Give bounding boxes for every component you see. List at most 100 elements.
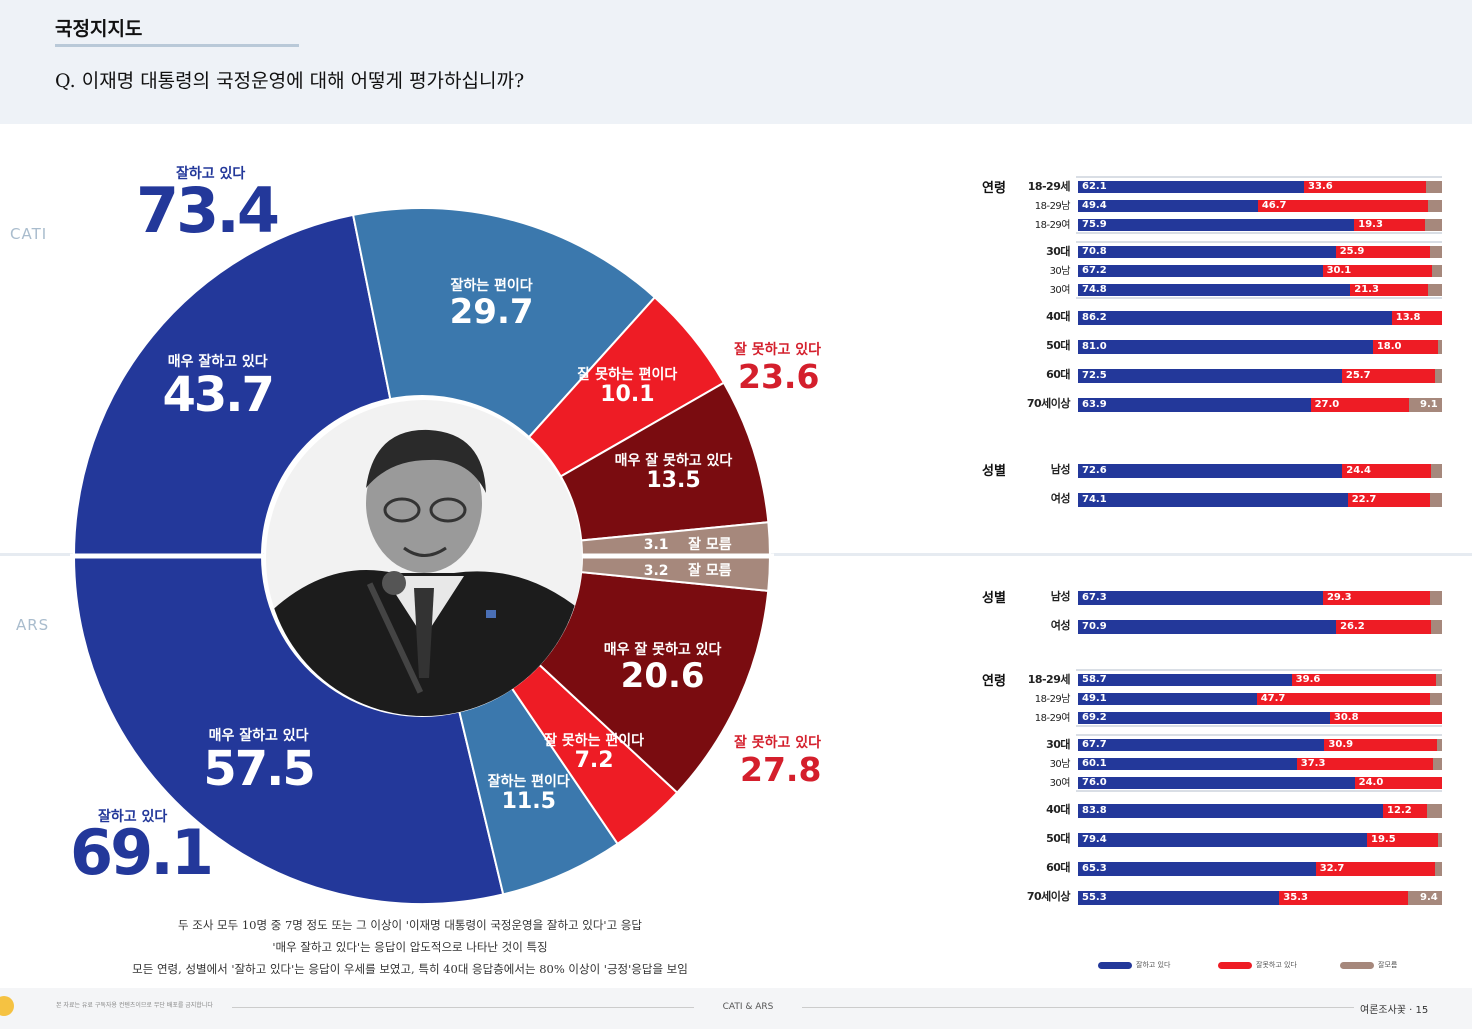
ars-slice-label-very-good: 매우 잘하고 있다 57.5 [179,725,339,793]
cati-cluster-bracket [1076,241,1442,243]
bar-segment-negative [1322,265,1433,277]
ars-group-title: 성별 [982,591,1006,606]
bar-value-negative: 19.5 [1371,834,1396,845]
bar-row-label: 30남 [1049,759,1071,770]
bar-segment-positive [1078,493,1348,507]
bar-segment-dont-know [1434,862,1442,876]
bar-segment-dont-know [1432,758,1442,770]
bar-value-negative: 22.7 [1351,494,1377,505]
bar-value-negative: 39.6 [1295,674,1321,685]
bar-row-label: 30남 [1049,266,1071,277]
slice-value: 43.7 [162,366,274,423]
bar-segment-positive [1078,693,1257,705]
bar-value-positive: 76.0 [1082,777,1107,788]
slice-value: 57.5 [203,741,315,798]
bar-segment-negative [1256,693,1431,705]
bar-segment-negative [1336,620,1432,634]
bar-segment-negative [1257,200,1428,212]
cati-slice-label-bad: 잘 못하는 편이다 10.1 [547,364,707,406]
bar-value-negative: 24.4 [1346,465,1371,476]
bar-segment-negative [1341,369,1436,383]
ars-slice-label-very-bad: 매우 잘 못하고 있다 20.6 [583,639,743,693]
bar-row-label: 60대 [1046,861,1070,874]
slice-name: 잘 모름 [688,537,732,554]
slice-value: 29.7 [449,292,534,333]
bar-segment-positive [1078,862,1316,876]
ars-cluster-bracket [1076,790,1442,792]
bar-segment-dont-know [1408,398,1442,412]
bar-segment-negative [1354,777,1442,789]
bar-segment-positive [1078,833,1368,847]
note-line-1: 두 조사 모두 10명 중 7명 정도 또는 그 이상이 '이재명 대통령이 국… [178,918,642,932]
footer-band [0,988,1472,1029]
bar-row-label: 18-29남 [1034,201,1071,212]
bar-value-dont-know: 9.1 [1420,399,1438,410]
bar-value-positive: 67.7 [1082,739,1107,750]
ars-slice-very-good [72,555,505,905]
bar-segment-dont-know [1407,891,1442,905]
bar-value-positive: 69.2 [1082,712,1107,723]
slice-name: 잘하는 편이다 [450,278,533,295]
bar-row-label: 30대 [1046,738,1070,751]
ars-negative-total-label: 잘 못하고 있다 [734,735,822,751]
bar-value-negative: 12.2 [1387,805,1412,816]
ars-label: ARS [16,616,50,634]
bar-value-negative: 21.3 [1354,284,1379,295]
slice-name: 매우 잘 못하고 있다 [614,452,733,469]
bar-value-positive: 67.3 [1082,592,1107,603]
bar-value-negative: 30.8 [1333,712,1359,723]
bar-value-negative: 26.2 [1340,621,1365,632]
bar-value-positive: 67.2 [1082,265,1107,276]
bar-value-positive: 72.5 [1082,370,1107,381]
footer-page: 여론조사꽃 · 15 [1360,1005,1429,1016]
bar-row-label: 18-29세 [1027,180,1071,193]
bar-segment-positive [1078,804,1384,818]
bar-segment-negative [1324,739,1437,751]
bar-segment-negative [1391,311,1442,325]
bar-value-dont-know: 9.4 [1420,892,1438,903]
cati-label: CATI [10,225,48,243]
bar-value-negative: 47.7 [1260,693,1286,704]
bar-row-label: 30대 [1046,245,1070,258]
bar-segment-positive [1078,311,1392,325]
bar-value-negative: 35.3 [1283,892,1308,903]
bar-segment-dont-know [1427,284,1442,296]
bar-segment-positive [1078,758,1297,770]
slice-value: 20.6 [620,655,705,696]
bar-segment-negative [1350,284,1428,296]
bar-segment-positive [1078,591,1323,605]
bar-segment-negative [1291,674,1436,686]
slice-name: 매우 잘하고 있다 [208,728,309,745]
bar-segment-dont-know [1430,493,1442,507]
bar-row-label: 여성 [1050,619,1071,632]
bar-value-negative: 18.0 [1376,341,1402,352]
cati-cluster-bracket [1076,297,1442,299]
bar-value-positive: 70.8 [1082,246,1107,257]
header-band [0,0,1472,124]
footer-rule-right [802,1007,1354,1008]
cati-slice-label-very-bad: 매우 잘 못하고 있다 13.5 [593,450,753,492]
bar-value-negative: 25.7 [1345,370,1371,381]
footer-rule-left [232,1007,694,1008]
section-title: 국정지지도 [55,18,143,40]
bar-row-label: 40대 [1046,310,1070,323]
cati-cluster-bracket [1076,176,1442,178]
cati-slice-label-good: 잘하는 편이다 29.7 [412,275,572,329]
bar-segment-negative [1347,493,1431,507]
bar-segment-dont-know [1427,804,1442,818]
ars-slice-label-dont-know: 3.2 잘 모름 [618,560,758,580]
legend-swatch-bad [1218,962,1252,969]
bar-row-label: 30여 [1049,778,1071,789]
ars-cluster-bracket [1076,669,1442,671]
bar-segment-dont-know [1437,833,1442,847]
cati-slice-label-dont-know: 3.1 잘 모름 [618,534,758,554]
bar-value-positive: 72.6 [1082,465,1107,476]
bar-value-positive: 86.2 [1082,312,1107,323]
bar-value-positive: 49.1 [1082,693,1107,704]
bar-value-positive: 58.7 [1082,674,1107,685]
bar-row-label: 18-29세 [1027,673,1071,686]
bar-segment-dont-know [1424,219,1442,231]
bar-segment-dont-know [1426,181,1442,193]
president-photo [266,400,582,716]
bar-value-negative: 27.0 [1314,399,1340,410]
